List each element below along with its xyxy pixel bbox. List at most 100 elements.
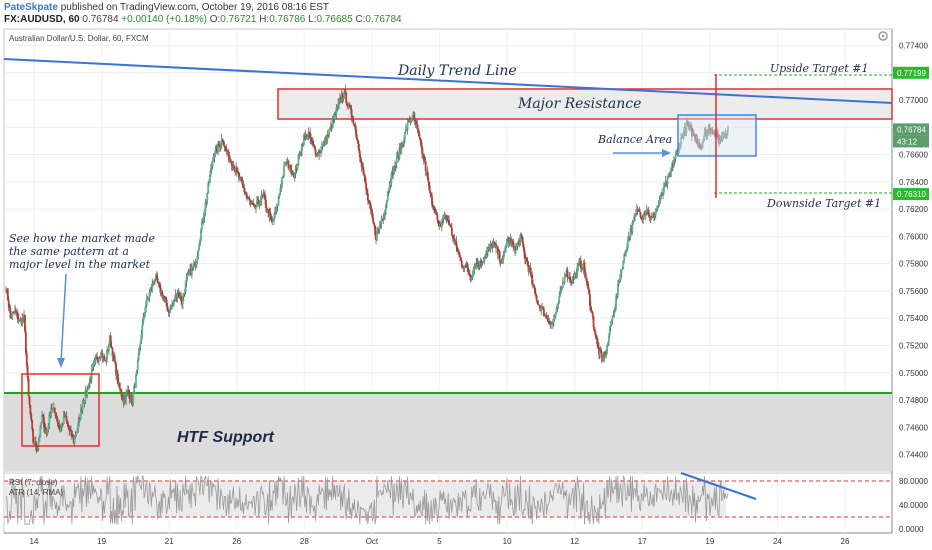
candle xyxy=(59,425,62,433)
candle xyxy=(211,156,214,170)
candle xyxy=(700,145,702,151)
candle xyxy=(355,124,358,140)
candle xyxy=(505,243,507,253)
balance-arrow-head xyxy=(662,149,671,157)
gear-icon[interactable] xyxy=(878,31,888,41)
candle xyxy=(82,397,85,404)
candle xyxy=(191,266,194,271)
candle xyxy=(15,307,17,316)
candle xyxy=(163,295,165,302)
candle xyxy=(315,152,318,158)
candle xyxy=(690,125,692,133)
candle xyxy=(213,152,216,163)
candle xyxy=(70,429,73,441)
candle xyxy=(707,124,710,137)
y-tick-label: 0.77000 xyxy=(899,96,928,105)
candle xyxy=(519,232,522,246)
candle xyxy=(126,384,129,396)
candle xyxy=(645,204,648,216)
candle xyxy=(554,312,557,319)
candle xyxy=(387,187,390,196)
candle xyxy=(34,436,37,452)
candle xyxy=(602,351,605,362)
candle xyxy=(576,263,579,279)
candle xyxy=(497,249,500,259)
candle xyxy=(150,284,153,293)
candle xyxy=(394,160,396,171)
candle xyxy=(561,277,564,289)
candle xyxy=(524,249,526,265)
y-tick-label: 0.74800 xyxy=(899,396,928,405)
candle xyxy=(710,127,713,134)
candle xyxy=(333,112,336,123)
y-tick-label: 0.75400 xyxy=(899,314,928,323)
candle xyxy=(266,208,269,213)
candle xyxy=(97,358,99,363)
candle xyxy=(356,133,358,142)
candle xyxy=(144,306,146,318)
candle xyxy=(661,188,664,197)
candle xyxy=(251,200,254,205)
candle xyxy=(208,179,210,187)
candle xyxy=(31,419,34,432)
candle xyxy=(253,203,256,208)
candle xyxy=(338,98,340,109)
candle xyxy=(148,288,151,303)
candle xyxy=(67,421,70,431)
rsi-divergence-line xyxy=(680,472,757,500)
candle xyxy=(412,111,414,122)
candle xyxy=(470,275,473,282)
candle xyxy=(427,172,430,187)
candle xyxy=(616,280,619,298)
candle xyxy=(381,217,384,222)
x-tick-label: 21 xyxy=(165,537,174,546)
candle xyxy=(186,271,189,281)
candle xyxy=(428,181,431,192)
candle xyxy=(533,285,536,296)
candle xyxy=(431,201,434,211)
candle xyxy=(570,277,572,286)
candle xyxy=(125,389,127,405)
candle xyxy=(121,393,124,400)
candle xyxy=(160,288,163,295)
candle xyxy=(691,128,694,137)
candle xyxy=(404,131,406,143)
candle xyxy=(507,236,510,249)
candle xyxy=(724,128,727,139)
candle xyxy=(165,296,168,309)
candle xyxy=(425,170,428,176)
y-tick-label: 0.75800 xyxy=(899,260,928,269)
candle xyxy=(201,217,204,224)
author-name[interactable]: PateSkpate xyxy=(4,2,58,13)
candle xyxy=(674,150,677,163)
time-axis: 14 19 21 26 28 Oct 5 10 12 17 19 24 26 xyxy=(30,537,850,546)
candle xyxy=(260,190,263,206)
candle xyxy=(511,238,514,245)
trend-line-label: Daily Trend Line xyxy=(397,63,517,79)
candle xyxy=(543,313,546,317)
candle xyxy=(422,153,425,165)
candle xyxy=(407,119,410,122)
candle xyxy=(625,249,627,257)
candle xyxy=(196,251,199,265)
candle xyxy=(274,207,276,219)
candle xyxy=(518,236,521,248)
price-chart[interactable]: Daily Trend Line Major Resistance Balanc… xyxy=(0,28,932,550)
candle xyxy=(443,211,446,219)
candle xyxy=(353,123,356,127)
candle xyxy=(541,302,543,311)
candle xyxy=(335,103,338,119)
candle xyxy=(599,346,602,354)
x-tick-label: 24 xyxy=(773,537,782,546)
candle xyxy=(137,348,140,362)
candle xyxy=(441,218,443,232)
candle xyxy=(131,394,134,408)
candle xyxy=(247,197,250,200)
candle xyxy=(309,127,312,144)
candle xyxy=(109,331,112,348)
candle xyxy=(613,308,616,318)
candle xyxy=(195,261,198,269)
candle xyxy=(329,126,331,130)
candle xyxy=(420,138,423,149)
candle xyxy=(302,141,304,147)
